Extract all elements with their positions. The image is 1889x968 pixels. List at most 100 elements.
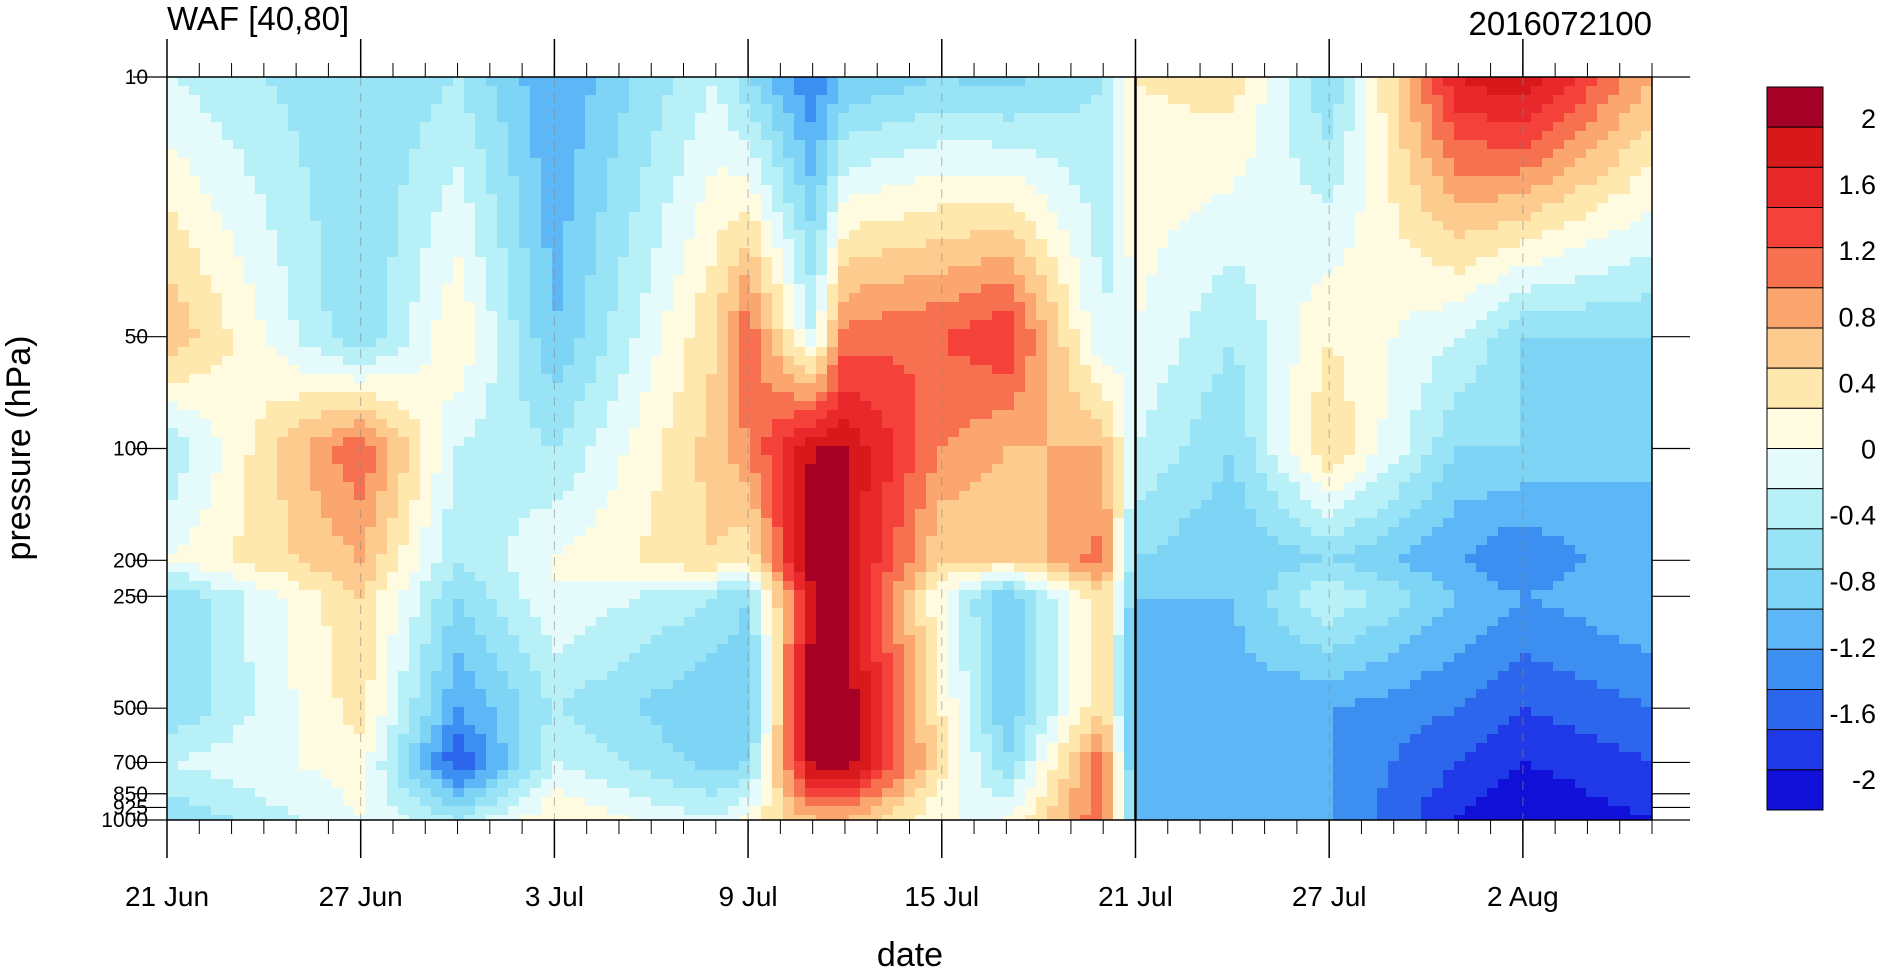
field-cell <box>1003 257 1015 267</box>
field-cell <box>1344 203 1356 213</box>
field-cell <box>860 392 872 402</box>
field-cell <box>1300 401 1312 411</box>
field-cell <box>717 374 729 384</box>
field-cell <box>321 383 333 393</box>
field-cell <box>442 194 454 204</box>
field-cell <box>266 176 278 186</box>
field-cell <box>1278 392 1290 402</box>
field-cell <box>1069 293 1081 303</box>
field-cell <box>1003 176 1015 186</box>
field-cell <box>1542 284 1554 294</box>
field-cell <box>563 239 575 249</box>
field-cell <box>805 338 817 348</box>
field-cell <box>838 392 850 402</box>
field-cell <box>860 356 872 366</box>
field-cell <box>222 356 234 366</box>
field-cell <box>893 194 905 204</box>
field-cell <box>288 401 300 411</box>
field-cell <box>563 248 575 258</box>
field-cell <box>1465 86 1477 96</box>
field-cell <box>288 167 300 177</box>
field-cell <box>1597 113 1609 123</box>
field-cell <box>662 401 674 411</box>
field-cell <box>1465 392 1477 402</box>
field-cell <box>937 347 949 357</box>
field-cell <box>1036 374 1048 384</box>
field-cell <box>1058 131 1070 141</box>
field-cell <box>1641 275 1652 285</box>
field-cell <box>607 320 619 330</box>
field-cell <box>343 77 355 87</box>
field-cell <box>585 275 597 285</box>
field-cell <box>420 113 432 123</box>
field-cell <box>552 239 564 249</box>
field-cell <box>530 212 542 222</box>
field-cell <box>167 374 179 384</box>
field-cell <box>409 221 421 231</box>
field-cell <box>1256 176 1268 186</box>
field-cell <box>717 320 729 330</box>
field-cell <box>629 77 641 87</box>
field-cell <box>1036 167 1048 177</box>
field-cell <box>321 140 333 150</box>
field-cell <box>1575 248 1587 258</box>
field-cell <box>1498 320 1510 330</box>
field-cell <box>1520 239 1532 249</box>
field-cell <box>1344 329 1356 339</box>
field-cell <box>970 401 982 411</box>
field-cell <box>1553 149 1565 159</box>
field-cell <box>629 365 641 375</box>
field-cell <box>1388 176 1400 186</box>
field-cell <box>1531 158 1543 168</box>
field-cell <box>288 149 300 159</box>
field-cell <box>1223 239 1235 249</box>
field-cell <box>1179 356 1191 366</box>
field-cell <box>431 338 443 348</box>
field-cell <box>904 104 916 114</box>
field-cell <box>1443 401 1455 411</box>
field-cell <box>926 149 938 159</box>
field-cell <box>519 311 531 321</box>
field-cell <box>618 365 630 375</box>
field-cell <box>541 149 553 159</box>
field-cell <box>1201 77 1213 87</box>
field-cell <box>1564 221 1576 231</box>
field-cell <box>662 347 674 357</box>
field-cell <box>321 230 333 240</box>
field-cell <box>640 347 652 357</box>
field-cell <box>717 383 729 393</box>
field-cell <box>1366 392 1378 402</box>
field-cell <box>684 284 696 294</box>
field-cell <box>530 302 542 312</box>
field-cell <box>1080 383 1092 393</box>
field-cell <box>1146 230 1158 240</box>
field-cell <box>651 77 663 87</box>
field-cell <box>475 347 487 357</box>
field-cell <box>937 221 949 231</box>
field-cell <box>904 338 916 348</box>
field-cell <box>1410 194 1422 204</box>
field-cell <box>1146 329 1158 339</box>
field-cell <box>552 248 564 258</box>
field-cell <box>1025 257 1037 267</box>
field-cell <box>1465 221 1477 231</box>
field-cell <box>805 239 817 249</box>
field-cell <box>959 302 971 312</box>
field-cell <box>1014 320 1026 330</box>
field-cell <box>871 347 883 357</box>
field-cell <box>332 338 344 348</box>
field-cell <box>200 401 212 411</box>
field-cell <box>706 275 718 285</box>
field-cell <box>167 194 179 204</box>
field-cell <box>1410 113 1422 123</box>
field-cell <box>1223 374 1235 384</box>
field-cell <box>981 149 993 159</box>
field-cell <box>981 401 993 411</box>
field-cell <box>233 365 245 375</box>
field-cell <box>266 302 278 312</box>
field-cell <box>981 347 993 357</box>
field-cell <box>1619 401 1631 411</box>
field-cell <box>475 401 487 411</box>
field-cell <box>464 266 476 276</box>
field-cell <box>1025 365 1037 375</box>
